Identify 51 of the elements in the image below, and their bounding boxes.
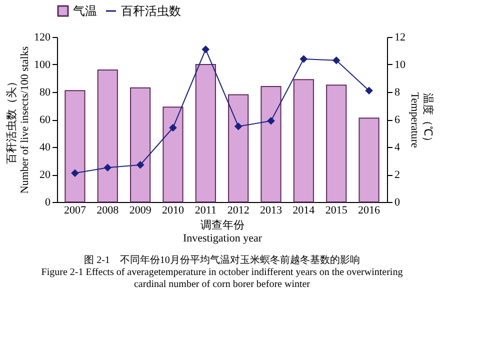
point xyxy=(136,161,144,168)
bar xyxy=(97,70,118,202)
point xyxy=(366,87,373,94)
x-tick-label: 2008 xyxy=(96,204,120,216)
y-tick-label: 40 xyxy=(40,142,51,154)
y2-tick-label: 8 xyxy=(394,86,400,98)
bar xyxy=(293,79,314,202)
bar xyxy=(326,84,347,202)
legend-label: 百秆活虫数 xyxy=(121,4,181,18)
caption: Figure 2-1 Effects of averagetemperature in october indifferent years on the overwintering cardinal number of corn borer before winter xyxy=(41,267,403,290)
y2-tick-label: 10 xyxy=(394,59,406,71)
x-tick-label: 2007 xyxy=(64,204,86,216)
bar xyxy=(358,118,380,202)
x-tick-label: 2013 xyxy=(260,204,283,216)
legend-label: 气温 xyxy=(73,4,97,18)
point xyxy=(104,164,112,172)
x-tick-label: 2015 xyxy=(325,204,348,216)
point xyxy=(300,56,308,62)
bar xyxy=(228,94,249,202)
y2-tick-label: 0 xyxy=(394,196,400,208)
y-tick-label: 120 xyxy=(34,32,51,44)
x-tick-label: 2012 xyxy=(227,204,250,216)
x-tick-label: 2014 xyxy=(292,204,316,216)
caption: 图 2-1 不同年份10月份平均气温对玉米螟冬前越冬基数的影响 xyxy=(84,254,360,266)
y-tick-label: 20 xyxy=(40,169,51,181)
point xyxy=(332,56,340,64)
bar xyxy=(260,86,282,202)
point xyxy=(268,117,275,124)
y-axis-title: 百秆活虫数（头） Number of live insects/100 stalks xyxy=(5,46,31,194)
y-tick-label: 100 xyxy=(34,59,51,71)
y2-tick-label: 4 xyxy=(394,142,400,154)
bar xyxy=(195,64,216,202)
y2-tick-label: 12 xyxy=(394,32,406,44)
y2-axis-title: 温度（℃） Temperature xyxy=(408,92,434,148)
x-tick-label: 2016 xyxy=(358,204,381,216)
y2-tick-label: 6 xyxy=(394,114,400,126)
bar xyxy=(162,106,184,202)
bar xyxy=(64,90,86,202)
point xyxy=(202,46,210,53)
x-tick-label: 2009 xyxy=(129,204,152,216)
point xyxy=(234,122,242,130)
point xyxy=(71,170,78,177)
point xyxy=(169,124,176,132)
x-axis-title: 调查年份 Investigation year xyxy=(182,218,262,244)
x-tick-label: 2010 xyxy=(162,204,184,216)
y-tick-label: 80 xyxy=(40,86,51,98)
y-tick-label: 60 xyxy=(40,114,51,126)
y2-tick-label: 2 xyxy=(394,169,400,181)
bar xyxy=(130,87,151,202)
x-tick-label: 2011 xyxy=(194,204,216,216)
y-tick-label: 0 xyxy=(45,196,51,208)
